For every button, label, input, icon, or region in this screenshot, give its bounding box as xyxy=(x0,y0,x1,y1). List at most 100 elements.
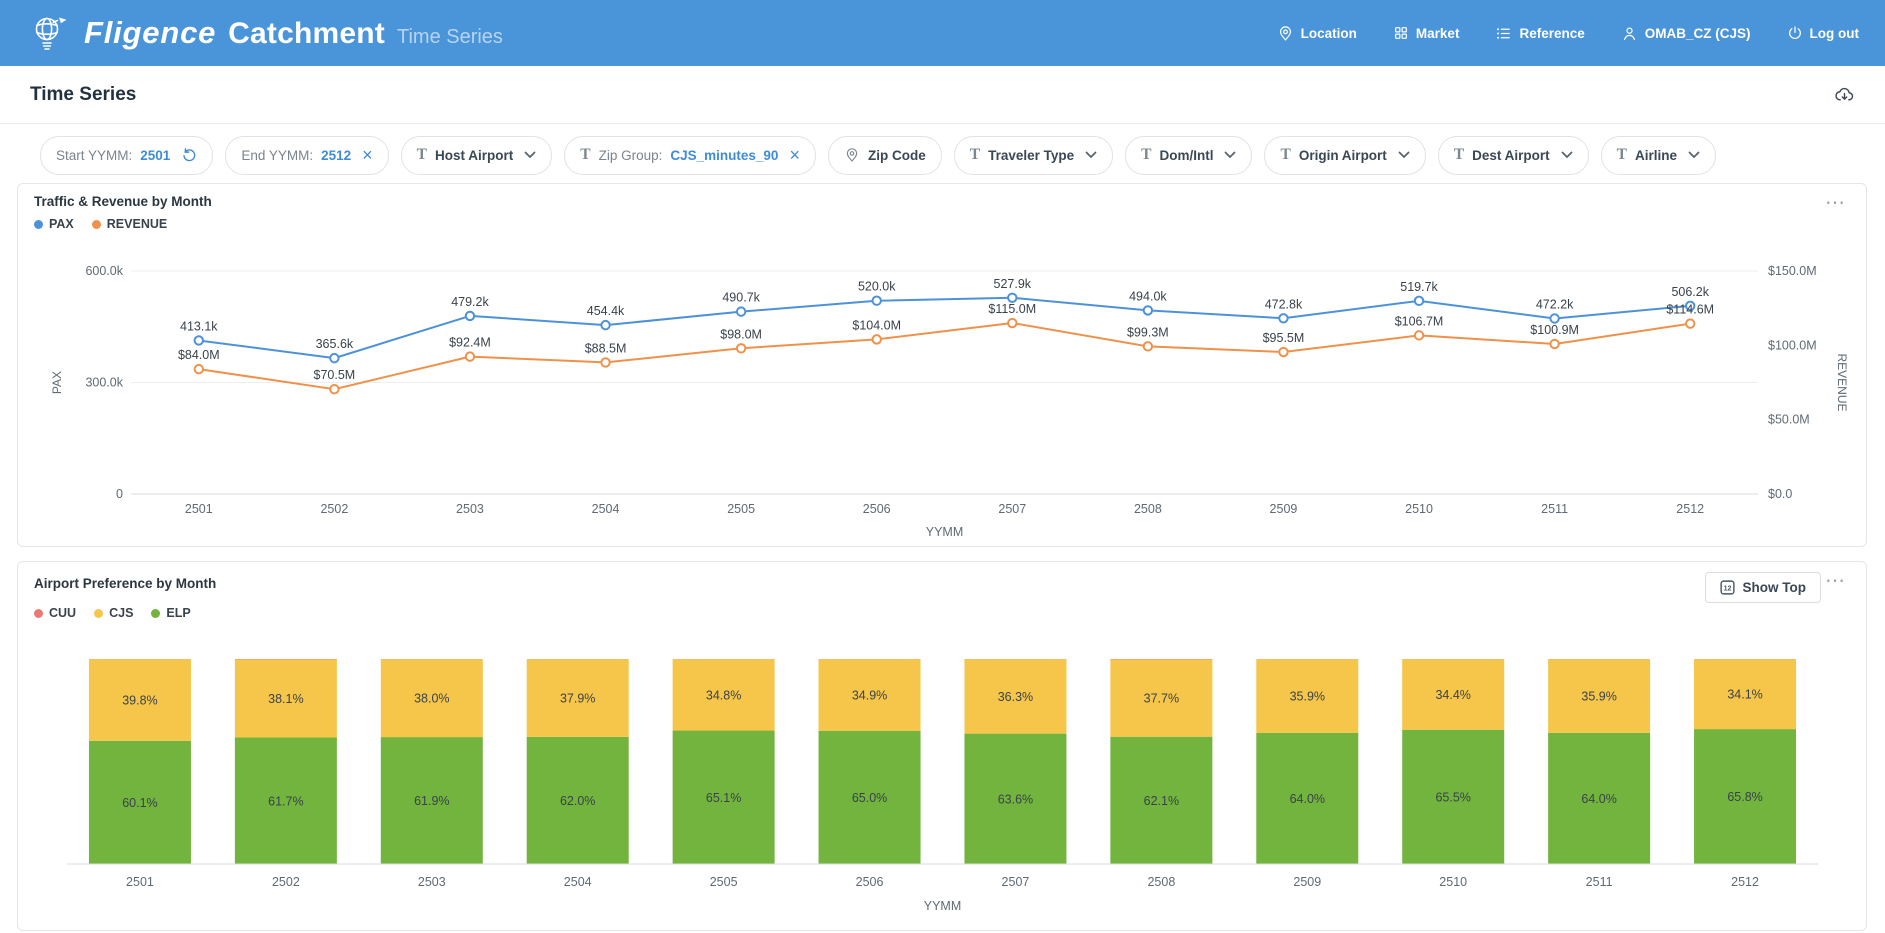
filter-label: Dest Airport xyxy=(1472,147,1550,163)
filter-end-yymm[interactable]: End YYMM: 2512 × xyxy=(225,135,389,175)
svg-text:34.1%: 34.1% xyxy=(1727,688,1762,702)
svg-text:519.7k: 519.7k xyxy=(1400,280,1438,294)
location-pin-icon xyxy=(1277,25,1294,42)
svg-text:600.0k: 600.0k xyxy=(85,264,123,278)
close-icon[interactable]: × xyxy=(362,145,373,165)
legend-item-pax[interactable]: PAX xyxy=(34,217,74,231)
nav-item-omab-cz-cjs-[interactable]: OMAB_CZ (CJS) xyxy=(1621,25,1751,42)
filter-origin-airport[interactable]: T Origin Airport xyxy=(1264,135,1426,175)
filter-label: Start YYMM: xyxy=(56,147,133,163)
chevron-down-icon xyxy=(1224,151,1236,159)
chevron-down-icon xyxy=(1085,151,1097,159)
close-icon[interactable]: × xyxy=(789,145,800,165)
nav-item-location[interactable]: Location xyxy=(1277,25,1357,42)
chart-legend: CUU CJS ELP xyxy=(34,606,191,620)
airport-preference-chart[interactable]: 60.1% 39.8% 61.7% 38.1% 61.9% 38.0% 62.0% 37.9%… xyxy=(32,646,1854,918)
page-title: Time Series xyxy=(30,83,137,105)
filter-zip-code[interactable]: Zip Code xyxy=(827,135,942,175)
legend-label: REVENUE xyxy=(106,217,168,231)
svg-text:39.8%: 39.8% xyxy=(122,694,157,708)
svg-text:2512: 2512 xyxy=(1676,502,1704,516)
svg-text:472.2k: 472.2k xyxy=(1536,297,1574,311)
nav-item-label: Log out xyxy=(1809,25,1859,41)
svg-text:61.7%: 61.7% xyxy=(268,794,303,808)
filter-type-icon: T xyxy=(1141,146,1152,163)
svg-text:2507: 2507 xyxy=(998,502,1026,516)
svg-text:2508: 2508 xyxy=(1134,502,1162,516)
legend-item-cuu[interactable]: CUU xyxy=(34,606,76,620)
more-options-icon[interactable]: ⋯ xyxy=(1825,570,1846,592)
legend-label: ELP xyxy=(166,606,191,620)
legend-dot xyxy=(151,608,161,618)
nav-item-label: Location xyxy=(1300,25,1357,41)
svg-text:2504: 2504 xyxy=(592,502,620,516)
legend-item-revenue[interactable]: REVENUE xyxy=(91,217,168,231)
nav-item-market[interactable]: Market xyxy=(1393,25,1460,41)
filter-start-yymm[interactable]: Start YYMM: 2501 xyxy=(40,135,214,175)
svg-text:61.9%: 61.9% xyxy=(414,794,449,808)
filter-type-icon: T xyxy=(1453,146,1465,163)
legend-label: PAX xyxy=(49,217,74,231)
traffic-revenue-chart[interactable]: 600.0k 300.0k 0 $150.0M $100.0M $50.0M $0.0 PAX… xyxy=(32,241,1854,546)
svg-text:2508: 2508 xyxy=(1147,875,1175,889)
fligence-logo-icon xyxy=(26,11,70,55)
nav-item-label: OMAB_CZ (CJS) xyxy=(1644,25,1751,41)
svg-text:2502: 2502 xyxy=(272,875,300,889)
filter-traveler-type[interactable]: T Traveler Type xyxy=(953,135,1114,175)
svg-text:2503: 2503 xyxy=(418,875,446,889)
svg-text:413.1k: 413.1k xyxy=(180,319,218,333)
legend-item-elp[interactable]: ELP xyxy=(151,606,191,620)
nav-item-log-out[interactable]: Log out xyxy=(1787,25,1859,41)
boxed-12-icon: 12 xyxy=(1719,580,1735,595)
svg-text:$100.9M: $100.9M xyxy=(1530,323,1579,337)
svg-text:2506: 2506 xyxy=(856,875,884,889)
title-bar: Time Series xyxy=(0,66,1885,124)
svg-text:$50.0M: $50.0M xyxy=(1768,413,1810,427)
svg-text:2510: 2510 xyxy=(1439,875,1467,889)
legend-dot xyxy=(94,608,104,618)
traffic-revenue-panel: Traffic & Revenue by Month PAX REVENUE ⋯ … xyxy=(17,183,1867,547)
filter-type-icon: T xyxy=(1280,146,1291,163)
svg-text:506.2k: 506.2k xyxy=(1671,285,1709,299)
filter-label: Zip Code xyxy=(867,147,926,163)
nav-item-reference[interactable]: Reference xyxy=(1495,25,1585,42)
svg-text:REVENUE: REVENUE xyxy=(1835,353,1849,411)
legend-item-cjs[interactable]: CJS xyxy=(94,606,133,620)
svg-text:490.7k: 490.7k xyxy=(722,291,760,305)
panel-title: Airport Preference by Month xyxy=(34,576,217,591)
svg-text:12: 12 xyxy=(1723,585,1731,592)
filter-airline[interactable]: T Airline xyxy=(1600,135,1717,175)
filter-dest-airport[interactable]: T Dest Airport xyxy=(1437,135,1589,175)
svg-text:$92.4M: $92.4M xyxy=(449,336,491,350)
svg-text:$98.0M: $98.0M xyxy=(720,327,762,341)
show-top-button[interactable]: 12 Show Top xyxy=(1704,572,1821,603)
svg-text:YYMM: YYMM xyxy=(924,899,962,913)
filter-host-airport[interactable]: T Host Airport xyxy=(400,135,553,175)
pin-icon xyxy=(844,147,860,163)
more-options-icon[interactable]: ⋯ xyxy=(1825,192,1846,214)
nav-item-label: Market xyxy=(1415,25,1460,41)
filter-label: Airline xyxy=(1635,147,1678,163)
svg-text:2507: 2507 xyxy=(1002,875,1030,889)
svg-text:$70.5M: $70.5M xyxy=(314,368,356,382)
svg-text:494.0k: 494.0k xyxy=(1129,289,1167,303)
svg-text:$84.0M: $84.0M xyxy=(178,348,220,362)
filter-label: Host Airport xyxy=(435,147,514,163)
filter-zip-group[interactable]: T Zip Group: CJS_minutes_90 × xyxy=(564,135,816,175)
svg-text:2504: 2504 xyxy=(564,875,592,889)
filter-dom-intl[interactable]: T Dom/Intl xyxy=(1125,135,1253,175)
svg-text:37.7%: 37.7% xyxy=(1144,692,1179,706)
svg-text:365.6k: 365.6k xyxy=(316,337,354,351)
svg-text:63.6%: 63.6% xyxy=(998,792,1033,806)
svg-text:64.0%: 64.0% xyxy=(1581,792,1616,806)
svg-text:$88.5M: $88.5M xyxy=(585,341,627,355)
svg-text:2503: 2503 xyxy=(456,502,484,516)
legend-dot xyxy=(34,219,43,229)
svg-text:472.8k: 472.8k xyxy=(1265,297,1303,311)
chevron-down-icon xyxy=(524,151,536,159)
svg-text:2505: 2505 xyxy=(727,502,755,516)
cloud-download-icon[interactable] xyxy=(1834,84,1855,105)
filter-value: 2501 xyxy=(140,147,171,163)
svg-text:$106.7M: $106.7M xyxy=(1395,314,1444,328)
reset-icon[interactable] xyxy=(181,147,197,163)
